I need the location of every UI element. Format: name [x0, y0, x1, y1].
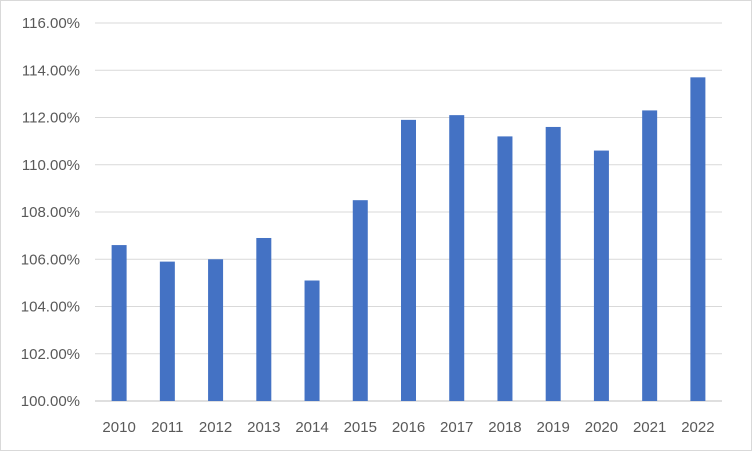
bar [642, 110, 658, 401]
bar [545, 126, 561, 401]
x-tick-label: 2018 [488, 419, 521, 436]
y-tick-label: 100.00% [21, 393, 80, 410]
x-tick-label: 2016 [392, 419, 425, 436]
x-tick-label: 2010 [102, 419, 135, 436]
x-tick-label: 2015 [344, 419, 377, 436]
y-tick-label: 106.00% [21, 251, 80, 268]
bar [111, 245, 127, 401]
bar [497, 136, 513, 401]
bar [593, 150, 609, 401]
x-tick-label: 2022 [681, 419, 714, 436]
x-tick-label: 2017 [440, 419, 473, 436]
bar [304, 280, 320, 401]
x-tick-label: 2014 [295, 419, 328, 436]
y-tick-label: 110.00% [22, 157, 80, 174]
bar [256, 237, 272, 401]
x-tick-label: 2019 [537, 419, 570, 436]
x-tick-label: 2020 [585, 419, 618, 436]
y-tick-label: 114.00% [22, 62, 80, 79]
x-tick-label: 2013 [247, 419, 280, 436]
bar [401, 119, 416, 402]
bar [159, 261, 175, 401]
bar [449, 115, 465, 401]
x-tick-label: 2012 [199, 419, 232, 436]
y-tick-label: 116.00% [22, 15, 80, 32]
y-tick-label: 108.00% [21, 204, 80, 221]
y-tick-label: 112.00% [22, 110, 80, 127]
y-tick-label: 104.00% [21, 299, 80, 316]
bar [208, 259, 224, 401]
x-tick-label: 2021 [633, 419, 666, 436]
bar [690, 77, 706, 402]
y-tick-label: 102.00% [21, 346, 80, 363]
x-tick-label: 2011 [151, 419, 183, 436]
bar [352, 200, 368, 401]
